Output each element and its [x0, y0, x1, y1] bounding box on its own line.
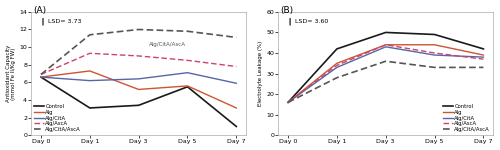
Text: (A): (A): [34, 6, 46, 15]
Text: LSD= 3.73: LSD= 3.73: [48, 19, 82, 24]
Alg/CitA/AscA: [480, 66, 486, 68]
Control: [432, 34, 438, 35]
Alg/AscA: [382, 44, 388, 46]
Control: [334, 48, 340, 50]
Legend: Control, Alg, Alg/CitA, Alg/AscA, Alg/CitA/AscA: Control, Alg, Alg/CitA, Alg/AscA, Alg/Ci…: [34, 103, 82, 133]
Alg/CitA: [136, 78, 141, 80]
Alg/CitA: [480, 56, 486, 58]
Control: [285, 101, 291, 103]
Line: Alg/CitA: Alg/CitA: [41, 73, 236, 83]
Alg/CitA/AscA: [87, 34, 93, 36]
Alg/CitA: [87, 80, 93, 82]
Alg/CitA: [334, 66, 340, 68]
Alg/CitA/AscA: [136, 29, 141, 30]
Control: [87, 107, 93, 109]
Alg/CitA: [184, 72, 190, 74]
Text: LSD= 3.60: LSD= 3.60: [296, 19, 328, 24]
Alg/CitA: [432, 54, 438, 56]
Text: (B): (B): [280, 6, 293, 15]
Alg: [382, 44, 388, 46]
Alg/AscA: [136, 55, 141, 57]
Y-axis label: Electrolyte Leakage (%): Electrolyte Leakage (%): [258, 41, 264, 106]
Control: [184, 86, 190, 88]
Alg: [334, 62, 340, 64]
Line: Control: Control: [288, 32, 484, 102]
Alg: [234, 107, 239, 109]
Alg/CitA/AscA: [38, 74, 44, 75]
Alg/AscA: [285, 101, 291, 103]
Alg: [480, 54, 486, 56]
Alg/AscA: [184, 59, 190, 61]
Line: Alg/AscA: Alg/AscA: [288, 45, 484, 102]
Line: Control: Control: [41, 77, 236, 126]
Line: Alg/CitA/AscA: Alg/CitA/AscA: [41, 30, 236, 74]
Alg: [432, 44, 438, 46]
Alg/CitA: [234, 82, 239, 84]
Control: [38, 76, 44, 78]
Alg/AscA: [87, 52, 93, 54]
Alg: [285, 101, 291, 103]
Alg/CitA: [382, 46, 388, 48]
Line: Alg: Alg: [41, 71, 236, 108]
Alg/AscA: [234, 66, 239, 67]
Alg/CitA/AscA: [334, 77, 340, 79]
Alg: [184, 85, 190, 87]
Alg/CitA/AscA: [432, 66, 438, 68]
Alg/CitA/AscA: [234, 37, 239, 38]
Line: Alg/CitA: Alg/CitA: [288, 47, 484, 102]
Y-axis label: Antioxidant Capacity
(mmol Fe II/Kg FW): Antioxidant Capacity (mmol Fe II/Kg FW): [6, 45, 16, 102]
Legend: Control, Alg, Alg/CitA, Alg/AscA, Alg/CitA/AscA: Control, Alg, Alg/CitA, Alg/AscA, Alg/Ci…: [442, 103, 490, 133]
Line: Alg/CitA/AscA: Alg/CitA/AscA: [288, 61, 484, 102]
Control: [480, 48, 486, 50]
Alg/AscA: [38, 74, 44, 75]
Alg/AscA: [480, 58, 486, 60]
Alg: [87, 70, 93, 72]
Alg/AscA: [334, 64, 340, 66]
Alg: [38, 76, 44, 78]
Line: Alg/AscA: Alg/AscA: [41, 53, 236, 74]
Alg/CitA: [38, 76, 44, 78]
Control: [234, 126, 239, 127]
Text: Alg/CitA/AscA: Alg/CitA/AscA: [150, 42, 186, 47]
Alg/CitA/AscA: [285, 101, 291, 103]
Control: [136, 104, 141, 106]
Alg/CitA/AscA: [184, 30, 190, 32]
Alg/CitA: [285, 101, 291, 103]
Alg: [136, 88, 141, 90]
Alg/CitA/AscA: [382, 60, 388, 62]
Alg/AscA: [432, 52, 438, 54]
Line: Alg: Alg: [288, 45, 484, 102]
Control: [382, 32, 388, 33]
